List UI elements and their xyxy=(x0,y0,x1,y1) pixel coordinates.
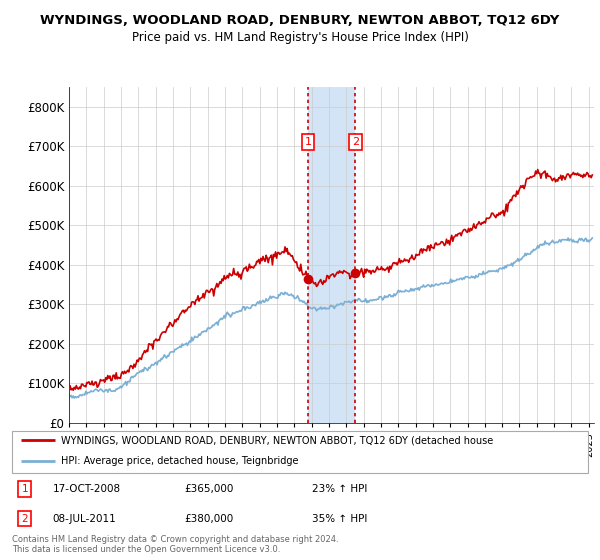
Text: HPI: Average price, detached house, Teignbridge: HPI: Average price, detached house, Teig… xyxy=(61,456,298,466)
Text: £380,000: £380,000 xyxy=(185,514,234,524)
Text: 08-JUL-2011: 08-JUL-2011 xyxy=(52,514,116,524)
Text: £365,000: £365,000 xyxy=(185,484,234,494)
Text: 1: 1 xyxy=(22,484,28,494)
Text: WYNDINGS, WOODLAND ROAD, DENBURY, NEWTON ABBOT, TQ12 6DY (detached house: WYNDINGS, WOODLAND ROAD, DENBURY, NEWTON… xyxy=(61,436,493,445)
Text: Price paid vs. HM Land Registry's House Price Index (HPI): Price paid vs. HM Land Registry's House … xyxy=(131,31,469,44)
FancyBboxPatch shape xyxy=(12,431,588,473)
Text: 35% ↑ HPI: 35% ↑ HPI xyxy=(311,514,367,524)
Text: 1: 1 xyxy=(305,137,311,147)
Text: Contains HM Land Registry data © Crown copyright and database right 2024.
This d: Contains HM Land Registry data © Crown c… xyxy=(12,535,338,554)
Text: 23% ↑ HPI: 23% ↑ HPI xyxy=(311,484,367,494)
Bar xyxy=(308,87,355,423)
Text: 2: 2 xyxy=(352,137,359,147)
Text: WYNDINGS, WOODLAND ROAD, DENBURY, NEWTON ABBOT, TQ12 6DY: WYNDINGS, WOODLAND ROAD, DENBURY, NEWTON… xyxy=(40,14,560,27)
Text: 17-OCT-2008: 17-OCT-2008 xyxy=(52,484,121,494)
Text: 2: 2 xyxy=(22,514,28,524)
